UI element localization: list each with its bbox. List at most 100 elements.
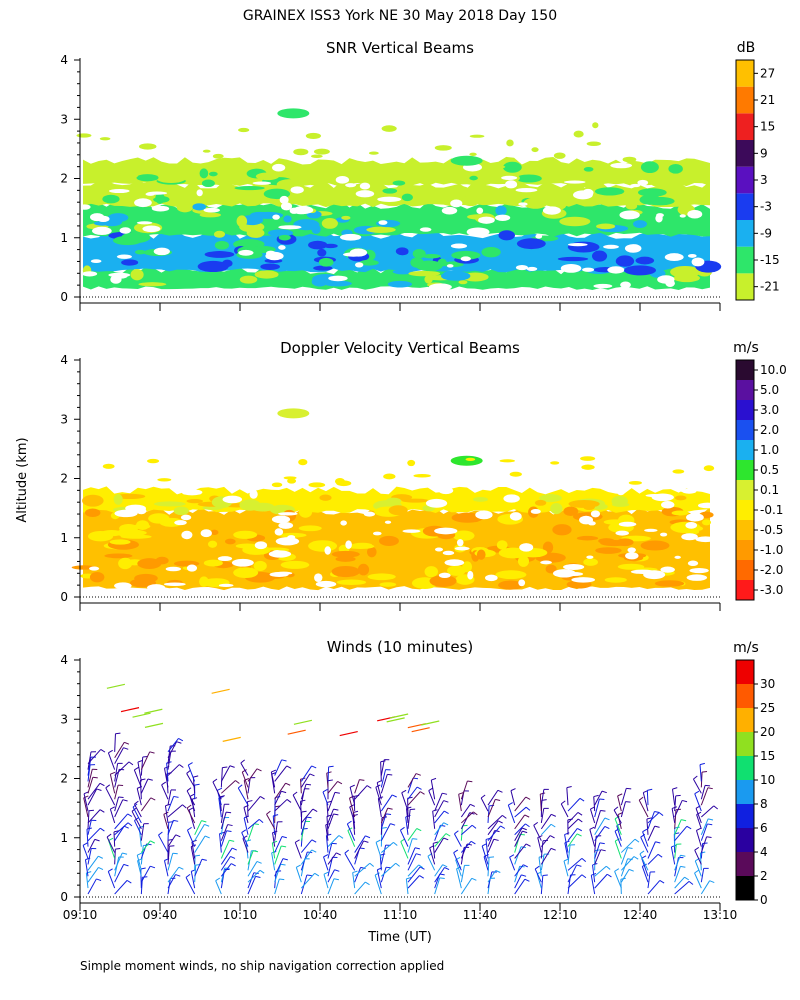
- wind-barb-flag: [414, 847, 420, 850]
- wind-barb: [327, 852, 337, 865]
- field-patch: [341, 215, 351, 220]
- field-gap: [200, 529, 212, 538]
- wind-barb-flag: [634, 838, 640, 843]
- wind-barb: [537, 837, 542, 853]
- wind-barb-flag: [231, 863, 236, 867]
- wind-barb-flag: [681, 819, 687, 822]
- field-patch: [235, 543, 260, 549]
- wind-barb-flag: [672, 787, 678, 790]
- field-gap: [434, 547, 444, 552]
- field-gap: [686, 574, 708, 581]
- field-patch: [236, 215, 248, 228]
- field-gap: [674, 555, 681, 559]
- winds-colorbar: 0 2 4 6 8 10 15 20 25 30: [735, 659, 775, 907]
- wind-barb-flag: [699, 762, 705, 766]
- wind-barb: [487, 839, 495, 853]
- wind-barb-flag: [481, 843, 487, 847]
- field-gap: [582, 267, 595, 272]
- wind-barb: [87, 788, 98, 806]
- colorbar-label: -1.0: [760, 543, 783, 557]
- field-patch: [82, 494, 104, 507]
- field-gap: [535, 234, 543, 239]
- colorbar-swatch: [736, 828, 754, 852]
- wind-barb: [405, 808, 409, 823]
- wind-barb: [167, 789, 172, 806]
- wind-barb: [672, 789, 676, 806]
- wind-barb-flag: [306, 874, 312, 877]
- y-tick-label: 0: [60, 290, 68, 304]
- wind-barb: [354, 779, 360, 794]
- colorbar-label: -0.5: [760, 523, 783, 537]
- colorbar-label: 6: [760, 821, 768, 835]
- field-patch: [298, 506, 313, 518]
- wind-barb: [132, 806, 142, 824]
- wind-barb: [460, 825, 463, 841]
- wind-barb: [510, 790, 516, 806]
- field-patch: [239, 275, 258, 284]
- wind-barb-flag: [217, 787, 223, 791]
- field-patch: [136, 174, 159, 182]
- field-patch: [130, 268, 144, 281]
- wind-barb: [563, 860, 569, 877]
- field-patch: [121, 259, 139, 266]
- field-patch: [323, 280, 352, 287]
- wind-barb-flag: [694, 846, 700, 851]
- field-patch: [515, 174, 542, 183]
- field-gap: [136, 221, 153, 225]
- panel-title-winds: Winds (10 minutes): [327, 638, 474, 656]
- panel-snr: SNR Vertical Beams 0 1 2 3 4 -21 -15 -9 -3 3 9 15 2…: [60, 39, 780, 311]
- panel-winds: Winds (10 minutes) 0 1 2 3 4 09:10 09:40 10:10 1…: [60, 638, 775, 922]
- field-patch: [557, 256, 589, 262]
- wind-barb: [161, 784, 169, 800]
- wind-barb: [136, 855, 142, 871]
- colorbar-label: -3.0: [760, 583, 783, 597]
- field-gap: [217, 556, 233, 562]
- field-gap: [116, 254, 132, 259]
- wind-barb: [594, 873, 608, 889]
- field-patch: [395, 247, 409, 256]
- wind-barb-flag: [581, 874, 587, 879]
- wind-barb: [460, 878, 473, 895]
- wind-barb-flag: [272, 840, 278, 844]
- wind-barb-flag: [344, 849, 350, 854]
- wind-barb: [380, 794, 393, 812]
- wind-barb: [114, 796, 120, 812]
- wind-barb: [114, 733, 116, 752]
- colorbar-label: -9: [760, 226, 772, 240]
- field-gap: [441, 206, 458, 215]
- colorbar-swatch: [736, 540, 754, 560]
- wind-barb: [158, 834, 169, 853]
- wind-barb: [114, 747, 124, 764]
- wind-barb: [247, 872, 255, 889]
- wind-barb-flag: [333, 878, 339, 881]
- wind-barb: [613, 809, 622, 824]
- wind-barb: [620, 788, 627, 806]
- field-patch: [633, 220, 647, 228]
- field-patch: [516, 238, 546, 250]
- wind-barb: [483, 856, 489, 871]
- field-layer: [83, 156, 710, 187]
- wind-barb-flag: [365, 881, 370, 886]
- field-gap: [450, 199, 463, 208]
- wind-barb-flag: [390, 823, 396, 826]
- wind-barb-flag: [123, 825, 129, 829]
- wind-barb: [538, 857, 542, 877]
- wind-barb-flag: [524, 878, 530, 882]
- wind-barb-flag: [442, 864, 448, 868]
- field-gap: [618, 521, 637, 527]
- wind-barb: [540, 840, 544, 859]
- field-gap: [691, 257, 705, 267]
- wind-barb-flag: [99, 809, 105, 813]
- wind-barb-flag: [94, 838, 100, 842]
- wind-barb: [376, 869, 382, 889]
- wind-barb-flag: [337, 780, 343, 785]
- wind-barb-flag: [549, 835, 555, 839]
- wind-barb: [114, 825, 125, 841]
- field-fragment: [308, 482, 326, 488]
- wind-barb: [220, 824, 229, 841]
- field-gap: [218, 583, 234, 588]
- field-gap: [92, 226, 112, 236]
- wind-barb-flag: [443, 800, 449, 803]
- wind-barb: [166, 762, 169, 782]
- field-patch: [415, 260, 443, 272]
